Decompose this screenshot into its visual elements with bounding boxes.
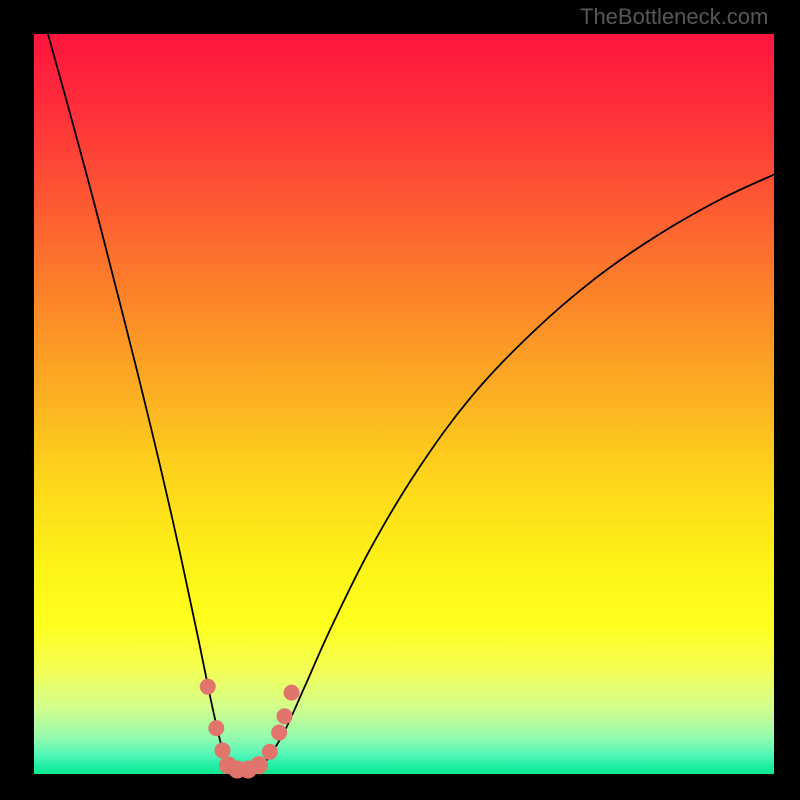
- curve-marker: [262, 744, 278, 760]
- curve-marker: [208, 720, 224, 736]
- chart-container: { "watermark": { "text": "TheBottleneck.…: [0, 0, 800, 800]
- curve-marker: [277, 708, 293, 724]
- bottleneck-chart: [0, 0, 800, 800]
- curve-marker: [284, 685, 300, 701]
- curve-marker: [200, 679, 216, 695]
- watermark-text: TheBottleneck.com: [580, 4, 768, 30]
- curve-marker: [214, 742, 230, 758]
- curve-marker: [271, 725, 287, 741]
- curve-marker: [250, 756, 268, 774]
